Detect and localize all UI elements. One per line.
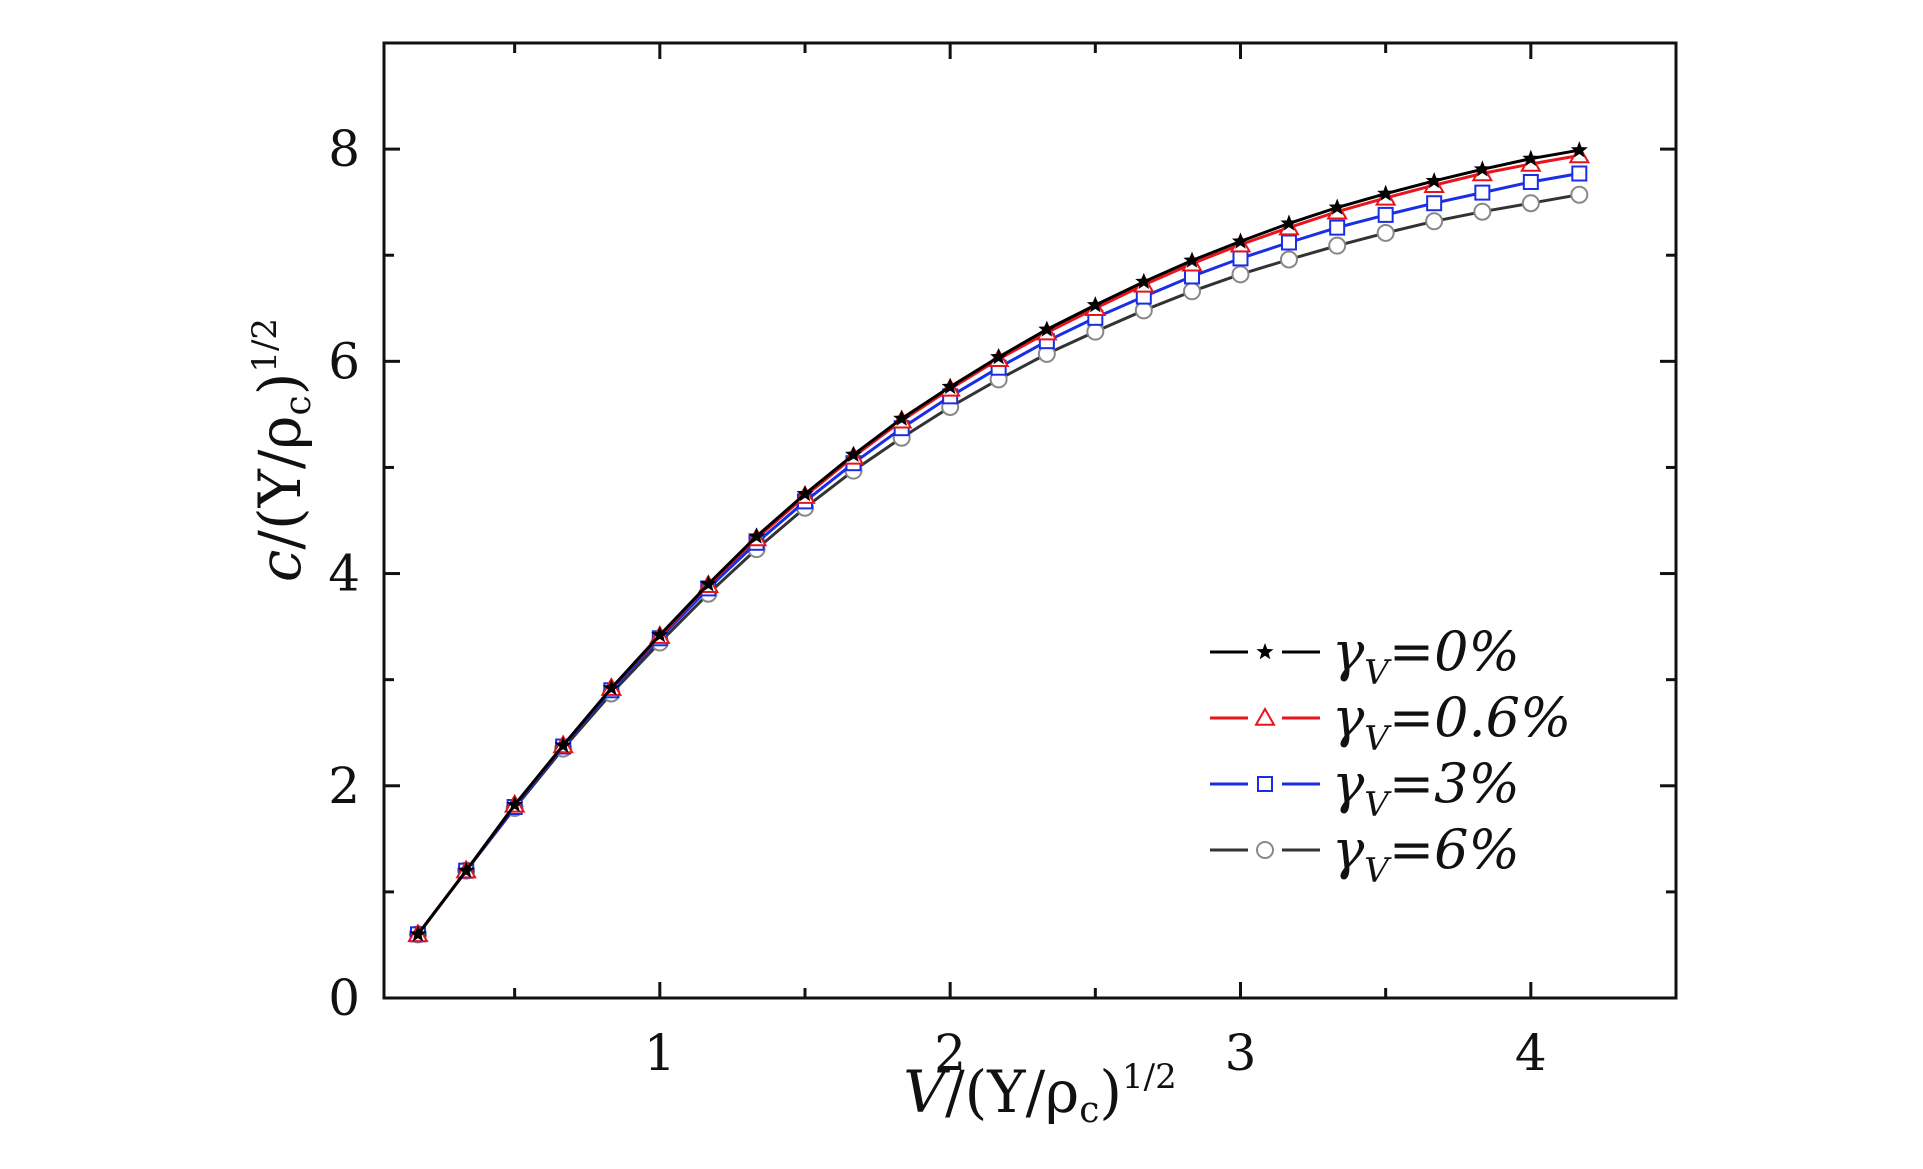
- plot-area-frame: [382, 41, 1678, 1000]
- data-point: [1232, 250, 1249, 267]
- legend-label: γV=6%: [1332, 818, 1520, 891]
- data-point: [1425, 212, 1444, 231]
- data-point: [1280, 214, 1298, 231]
- data-point: [1570, 185, 1589, 204]
- data-point: [747, 527, 766, 544]
- legend-entry: γV=6%: [1210, 818, 1520, 891]
- data-point: [1522, 174, 1539, 191]
- data-point: [1426, 195, 1443, 212]
- legend-marker: [1257, 776, 1273, 792]
- y-tick-label: 0: [328, 969, 360, 1027]
- legend-marker: [1256, 643, 1274, 660]
- data-point: [506, 795, 524, 813]
- legend-entry: γV=0%: [1210, 620, 1520, 693]
- data-point: [1425, 171, 1443, 189]
- data-point: [1328, 236, 1347, 255]
- data-point: [1183, 251, 1201, 268]
- data-point: [1328, 198, 1346, 215]
- data-point: [1279, 250, 1298, 269]
- data-point: [1231, 265, 1250, 284]
- data-point: [1134, 301, 1153, 320]
- y-tick-label: 6: [328, 332, 360, 390]
- data-point: [1522, 149, 1540, 166]
- axis-ticks: [384, 43, 1676, 1000]
- data-point: [1571, 165, 1588, 182]
- x-tick-label: 1: [644, 1024, 676, 1082]
- data-point: [1231, 232, 1250, 249]
- legend: γV=0%γV=0.6%γV=3%γV=6%: [1210, 620, 1571, 891]
- data-point: [1377, 184, 1395, 201]
- data-point: [1473, 202, 1492, 221]
- legend-label: γV=0.6%: [1332, 686, 1571, 759]
- data-point: [1570, 141, 1588, 158]
- series-line: [416, 148, 1580, 936]
- legend-marker: [1256, 841, 1274, 859]
- legend-label: γV=0%: [1332, 620, 1520, 693]
- x-tick-label: 3: [1225, 1024, 1257, 1082]
- data-point: [1474, 184, 1491, 201]
- data-point: [1086, 296, 1104, 313]
- data-point: [409, 925, 427, 942]
- legend-entry: γV=0.6%: [1210, 686, 1571, 759]
- data-point: [1568, 144, 1591, 164]
- data-point: [1086, 322, 1105, 341]
- legend-label: γV=3%: [1332, 752, 1520, 825]
- data-point: [602, 679, 620, 696]
- y-axis-label: c/(Y/ρc)1/2: [245, 318, 319, 582]
- legend-marker: [1254, 706, 1276, 726]
- data-point: [554, 736, 572, 753]
- data-point: [941, 377, 959, 395]
- series-1: [409, 141, 1588, 942]
- data-point: [1521, 194, 1540, 213]
- x-tick-label: 2: [934, 1024, 966, 1082]
- y-tick-label: 4: [328, 545, 360, 603]
- data-point: [1280, 234, 1297, 251]
- series-layer: [407, 141, 1591, 944]
- y-tick-label: 2: [328, 757, 360, 815]
- data-point: [699, 575, 717, 592]
- data-point: [1376, 223, 1395, 242]
- data-point: [1184, 268, 1201, 285]
- data-point: [1377, 206, 1394, 223]
- data-point: [1135, 272, 1153, 290]
- x-axis-label: V/(Y/ρc)1/2: [903, 1057, 1177, 1131]
- data-point: [796, 484, 814, 502]
- data-point: [1038, 320, 1056, 337]
- data-point: [651, 626, 669, 643]
- y-tick-label: 8: [328, 120, 360, 178]
- data-point: [893, 409, 911, 426]
- x-tick-label: 4: [1515, 1024, 1547, 1082]
- legend-entry: γV=3%: [1210, 752, 1520, 825]
- data-point: [1520, 152, 1542, 172]
- axis-tick-labels: 1 2 3 4 0 2 4 6 8: [328, 120, 1547, 1082]
- data-point: [457, 861, 475, 878]
- data-point: [844, 445, 863, 462]
- data-point: [1329, 219, 1346, 236]
- data-point: [990, 348, 1008, 365]
- data-point: [1473, 160, 1491, 177]
- data-point: [1183, 282, 1202, 301]
